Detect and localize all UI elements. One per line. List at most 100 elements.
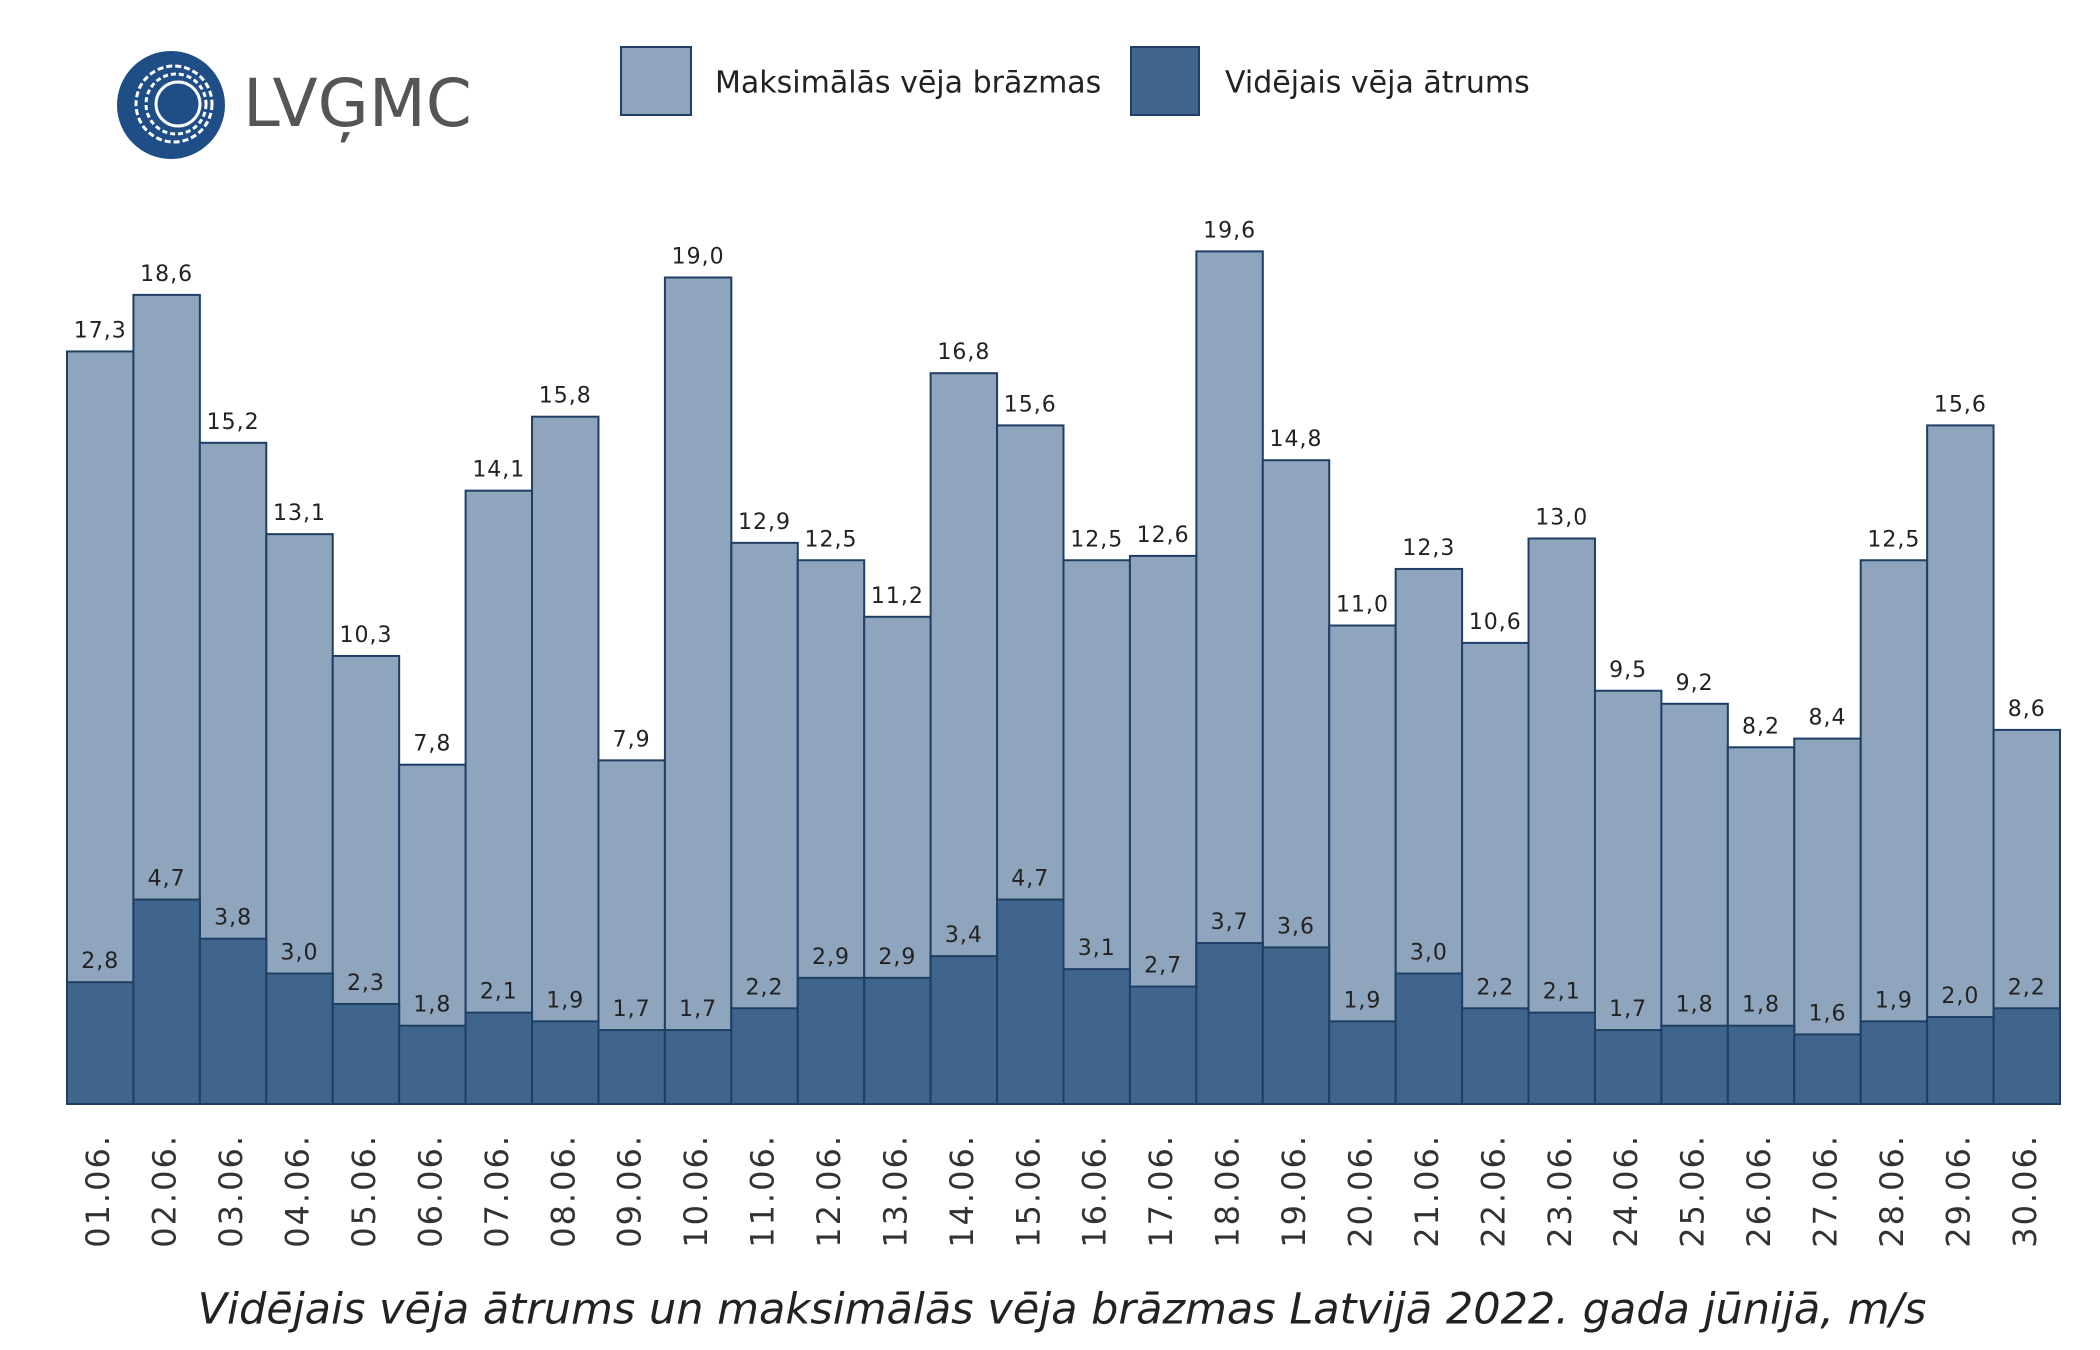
value-label: 15,6: [1004, 392, 1057, 417]
value-label: 16,8: [937, 340, 990, 365]
x-tick-label: 12.06.: [810, 1134, 848, 1248]
x-tick-label: 11.06.: [744, 1134, 782, 1248]
bar: [464, 489, 534, 1105]
x-tick-label: 23.06.: [1541, 1134, 1579, 1248]
bar: [929, 955, 999, 1105]
value-label: 3,0: [1410, 941, 1448, 966]
bar: [1593, 1029, 1663, 1106]
value-label: 17,3: [74, 318, 127, 343]
value-label: 2,2: [1476, 975, 1514, 1000]
bar: [663, 276, 733, 1105]
bar: [1195, 942, 1264, 1105]
x-tick-label: 22.06.: [1474, 1134, 1512, 1248]
value-label: 1,6: [1808, 1001, 1846, 1026]
value-label: 3,4: [945, 923, 983, 948]
bar: [1261, 946, 1331, 1106]
bar: [597, 1029, 666, 1106]
bar: [663, 1029, 733, 1106]
value-label: 18,6: [140, 262, 193, 287]
legend-swatch: [1130, 46, 1200, 116]
value-label: 12,5: [1867, 527, 1920, 552]
bar: [1328, 1020, 1397, 1105]
bar: [1461, 1007, 1530, 1105]
bar: [730, 1007, 799, 1105]
bar: [996, 898, 1065, 1105]
logo-text: LVĢMC: [243, 65, 472, 142]
value-label: 2,8: [81, 949, 119, 974]
x-tick-label: 19.06.: [1275, 1134, 1313, 1248]
bar: [398, 1024, 467, 1105]
value-label: 14,8: [1270, 427, 1323, 452]
bar: [1992, 1007, 2061, 1105]
value-label: 12,5: [1070, 527, 1123, 552]
value-label: 1,7: [679, 997, 717, 1022]
value-label: 19,0: [672, 245, 725, 270]
value-label: 2,0: [1941, 984, 1979, 1009]
value-label: 2,7: [1144, 954, 1182, 979]
x-tick-label: 26.06.: [1740, 1134, 1778, 1248]
legend-label: Vidējais vēja ātrums: [1225, 66, 1530, 101]
x-tick-label: 07.06.: [478, 1134, 516, 1248]
bar: [132, 898, 201, 1105]
bar: [1926, 1016, 1995, 1105]
value-label: 1,9: [1875, 988, 1913, 1013]
bar: [1726, 1024, 1796, 1105]
x-tick-label: 09.06.: [611, 1134, 649, 1248]
x-tick-label: 05.06.: [345, 1134, 383, 1248]
value-label: 4,7: [1011, 867, 1049, 892]
value-label: 8,2: [1742, 714, 1780, 739]
x-tick-label: 03.06.: [212, 1134, 250, 1248]
x-tick-label: 15.06.: [1009, 1134, 1047, 1248]
value-label: 1,7: [613, 997, 651, 1022]
bar: [1859, 559, 1929, 1105]
value-label: 3,7: [1211, 910, 1249, 935]
bar: [1660, 1024, 1729, 1105]
value-label: 3,6: [1277, 914, 1315, 939]
value-label: 2,9: [878, 945, 916, 970]
value-label: 2,1: [480, 980, 518, 1005]
value-label: 15,6: [1934, 392, 1987, 417]
x-tick-label: 25.06.: [1674, 1134, 1712, 1248]
value-label: 8,6: [2008, 697, 2046, 722]
value-label: 2,1: [1543, 980, 1581, 1005]
value-label: 19,6: [1203, 218, 1256, 243]
value-label: 2,2: [746, 975, 784, 1000]
value-label: 12,6: [1137, 523, 1190, 548]
value-label: 1,8: [1676, 993, 1714, 1018]
value-label: 1,8: [1742, 993, 1780, 1018]
value-label: 7,8: [413, 732, 451, 757]
value-label: 13,1: [273, 501, 326, 526]
value-label: 7,9: [613, 727, 651, 752]
logo-icon: [117, 51, 225, 159]
bar: [796, 976, 866, 1105]
x-tick-label: 20.06.: [1341, 1134, 1379, 1248]
x-tick-label: 13.06.: [876, 1134, 914, 1248]
x-tick-label: 10.06.: [677, 1134, 715, 1248]
value-label: 12,3: [1402, 536, 1455, 561]
bar: [464, 1011, 534, 1106]
value-label: 9,5: [1609, 658, 1647, 683]
value-label: 1,7: [1609, 997, 1647, 1022]
bar: [66, 981, 135, 1106]
bar: [265, 972, 334, 1105]
legend-swatch: [620, 46, 692, 116]
x-tick-label: 17.06.: [1142, 1134, 1180, 1248]
value-label: 3,1: [1078, 936, 1116, 961]
bar: [1394, 972, 1464, 1105]
x-tick-label: 04.06.: [279, 1134, 317, 1248]
value-label: 10,3: [339, 623, 392, 648]
value-label: 1,9: [546, 988, 584, 1013]
chart-title: Vidējais vēja ātrums un maksimālās vēja …: [198, 1285, 1927, 1335]
bar: [1527, 1011, 1596, 1106]
value-label: 2,3: [347, 971, 385, 996]
value-label: 11,2: [871, 584, 924, 609]
x-tick-label: 29.06.: [1939, 1134, 1977, 1248]
value-label: 15,2: [207, 410, 260, 435]
bar: [198, 937, 268, 1106]
bar: [1527, 537, 1596, 1105]
value-label: 2,9: [812, 945, 850, 970]
x-tick-label: 30.06.: [2006, 1134, 2044, 1248]
value-label: 15,8: [539, 384, 592, 409]
x-tick-label: 16.06.: [1076, 1134, 1114, 1248]
